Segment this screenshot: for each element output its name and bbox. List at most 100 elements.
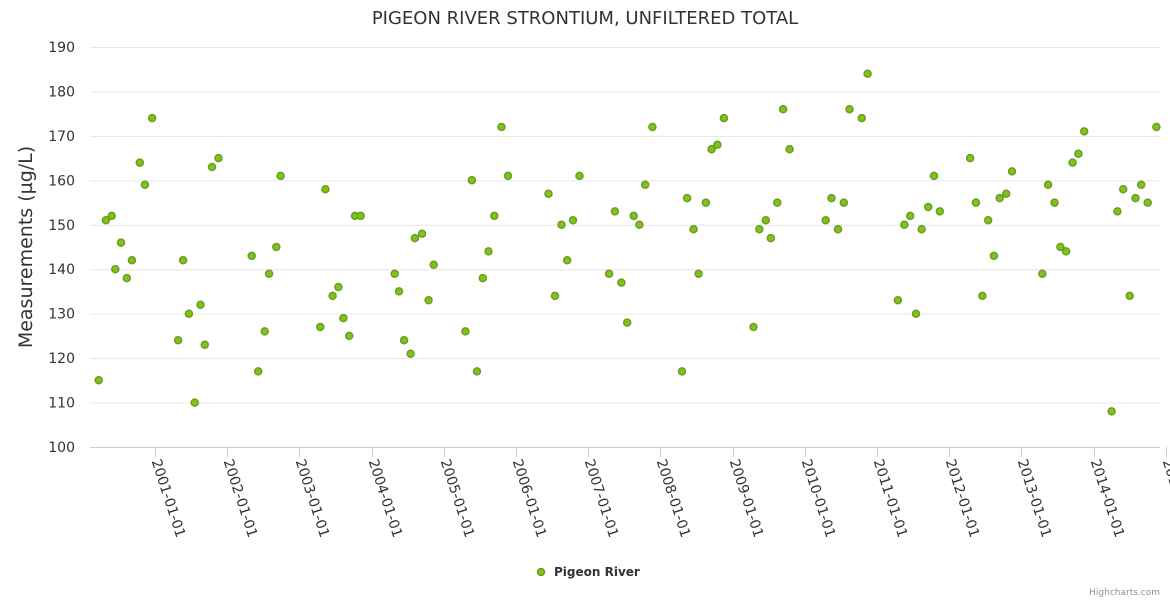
data-point-72[interactable]: [761, 216, 771, 225]
data-point-59[interactable]: [635, 220, 644, 230]
data-point-8[interactable]: [140, 180, 150, 190]
data-point-4[interactable]: [116, 238, 126, 247]
data-point-89[interactable]: [923, 202, 933, 212]
data-point-85[interactable]: [900, 220, 909, 230]
data-point-84[interactable]: [893, 296, 903, 305]
data-point-25[interactable]: [321, 184, 330, 194]
data-point-11[interactable]: [178, 256, 188, 265]
legend-marker-icon[interactable]: [536, 567, 546, 577]
data-point-101[interactable]: [1043, 180, 1053, 190]
data-point-87[interactable]: [911, 309, 921, 318]
data-point-112[interactable]: [1131, 193, 1140, 203]
data-point-35[interactable]: [406, 349, 415, 358]
data-point-80[interactable]: [839, 198, 849, 207]
data-point-54[interactable]: [604, 269, 614, 278]
data-point-97[interactable]: [995, 193, 1004, 203]
data-point-12[interactable]: [184, 309, 194, 318]
data-point-50[interactable]: [557, 220, 566, 230]
data-point-77[interactable]: [821, 216, 830, 225]
data-point-58[interactable]: [629, 211, 638, 221]
data-point-75[interactable]: [778, 104, 788, 114]
data-point-57[interactable]: [622, 318, 632, 327]
data-point-51[interactable]: [562, 256, 572, 265]
data-point-45[interactable]: [490, 211, 499, 221]
data-point-107[interactable]: [1079, 127, 1089, 136]
data-point-19[interactable]: [253, 367, 263, 376]
data-point-2[interactable]: [107, 211, 116, 221]
data-point-34[interactable]: [399, 336, 409, 345]
data-point-46[interactable]: [497, 122, 506, 132]
data-point-71[interactable]: [755, 224, 764, 234]
data-point-3[interactable]: [111, 264, 120, 274]
data-point-23[interactable]: [276, 171, 285, 181]
data-point-70[interactable]: [749, 322, 758, 332]
data-point-6[interactable]: [127, 256, 137, 265]
data-point-0[interactable]: [94, 376, 103, 385]
data-point-106[interactable]: [1074, 149, 1083, 158]
data-point-100[interactable]: [1038, 269, 1047, 278]
data-point-95[interactable]: [983, 216, 993, 225]
data-point-81[interactable]: [845, 104, 854, 114]
data-point-28[interactable]: [339, 313, 348, 323]
data-point-41[interactable]: [467, 176, 477, 185]
data-point-105[interactable]: [1068, 158, 1077, 167]
data-point-65[interactable]: [694, 269, 703, 278]
data-point-86[interactable]: [905, 211, 915, 221]
data-point-64[interactable]: [689, 224, 698, 234]
data-point-15[interactable]: [200, 340, 210, 350]
data-point-74[interactable]: [773, 198, 782, 207]
legend[interactable]: Pigeon River: [536, 565, 640, 579]
data-point-79[interactable]: [833, 224, 843, 234]
data-point-39[interactable]: [429, 260, 438, 270]
data-point-83[interactable]: [863, 69, 872, 78]
data-point-98[interactable]: [1001, 189, 1011, 198]
data-point-91[interactable]: [935, 207, 945, 216]
data-point-104[interactable]: [1061, 247, 1071, 256]
data-point-108[interactable]: [1107, 407, 1116, 416]
data-point-24[interactable]: [316, 322, 325, 332]
data-point-109[interactable]: [1113, 207, 1122, 216]
data-point-62[interactable]: [677, 367, 687, 376]
data-point-37[interactable]: [417, 229, 427, 238]
data-point-29[interactable]: [344, 331, 354, 341]
data-point-53[interactable]: [575, 171, 584, 181]
data-point-36[interactable]: [410, 233, 420, 243]
data-point-38[interactable]: [424, 296, 433, 305]
data-point-42[interactable]: [472, 367, 482, 376]
data-point-61[interactable]: [648, 122, 657, 132]
data-point-110[interactable]: [1118, 184, 1128, 194]
data-point-115[interactable]: [1152, 122, 1161, 132]
data-point-49[interactable]: [550, 291, 560, 301]
data-point-43[interactable]: [478, 273, 488, 283]
data-point-99[interactable]: [1007, 167, 1017, 176]
data-point-20[interactable]: [260, 327, 269, 336]
data-point-47[interactable]: [503, 171, 513, 181]
legend-item-pigeon-river[interactable]: Pigeon River: [554, 565, 640, 579]
data-point-9[interactable]: [147, 113, 157, 123]
data-point-69[interactable]: [719, 113, 729, 123]
data-point-96[interactable]: [989, 251, 999, 261]
data-point-44[interactable]: [484, 247, 493, 256]
data-point-52[interactable]: [568, 216, 578, 225]
data-point-17[interactable]: [214, 153, 223, 163]
data-point-31[interactable]: [356, 211, 365, 221]
data-point-26[interactable]: [328, 291, 337, 301]
data-point-33[interactable]: [394, 287, 404, 296]
data-point-40[interactable]: [461, 327, 470, 336]
data-point-16[interactable]: [207, 162, 217, 172]
data-point-10[interactable]: [173, 336, 183, 345]
data-point-5[interactable]: [122, 273, 132, 283]
data-point-78[interactable]: [827, 193, 836, 203]
data-point-63[interactable]: [682, 193, 692, 203]
data-point-92[interactable]: [965, 153, 975, 163]
data-point-7[interactable]: [135, 158, 145, 167]
data-point-102[interactable]: [1050, 198, 1059, 207]
data-point-88[interactable]: [917, 224, 926, 234]
data-point-32[interactable]: [390, 269, 399, 278]
data-point-103[interactable]: [1056, 242, 1065, 252]
data-point-67[interactable]: [707, 144, 716, 154]
data-point-114[interactable]: [1143, 198, 1152, 207]
credits-link[interactable]: Highcharts.com: [1089, 588, 1160, 598]
data-point-60[interactable]: [640, 180, 650, 190]
data-point-82[interactable]: [857, 113, 867, 123]
